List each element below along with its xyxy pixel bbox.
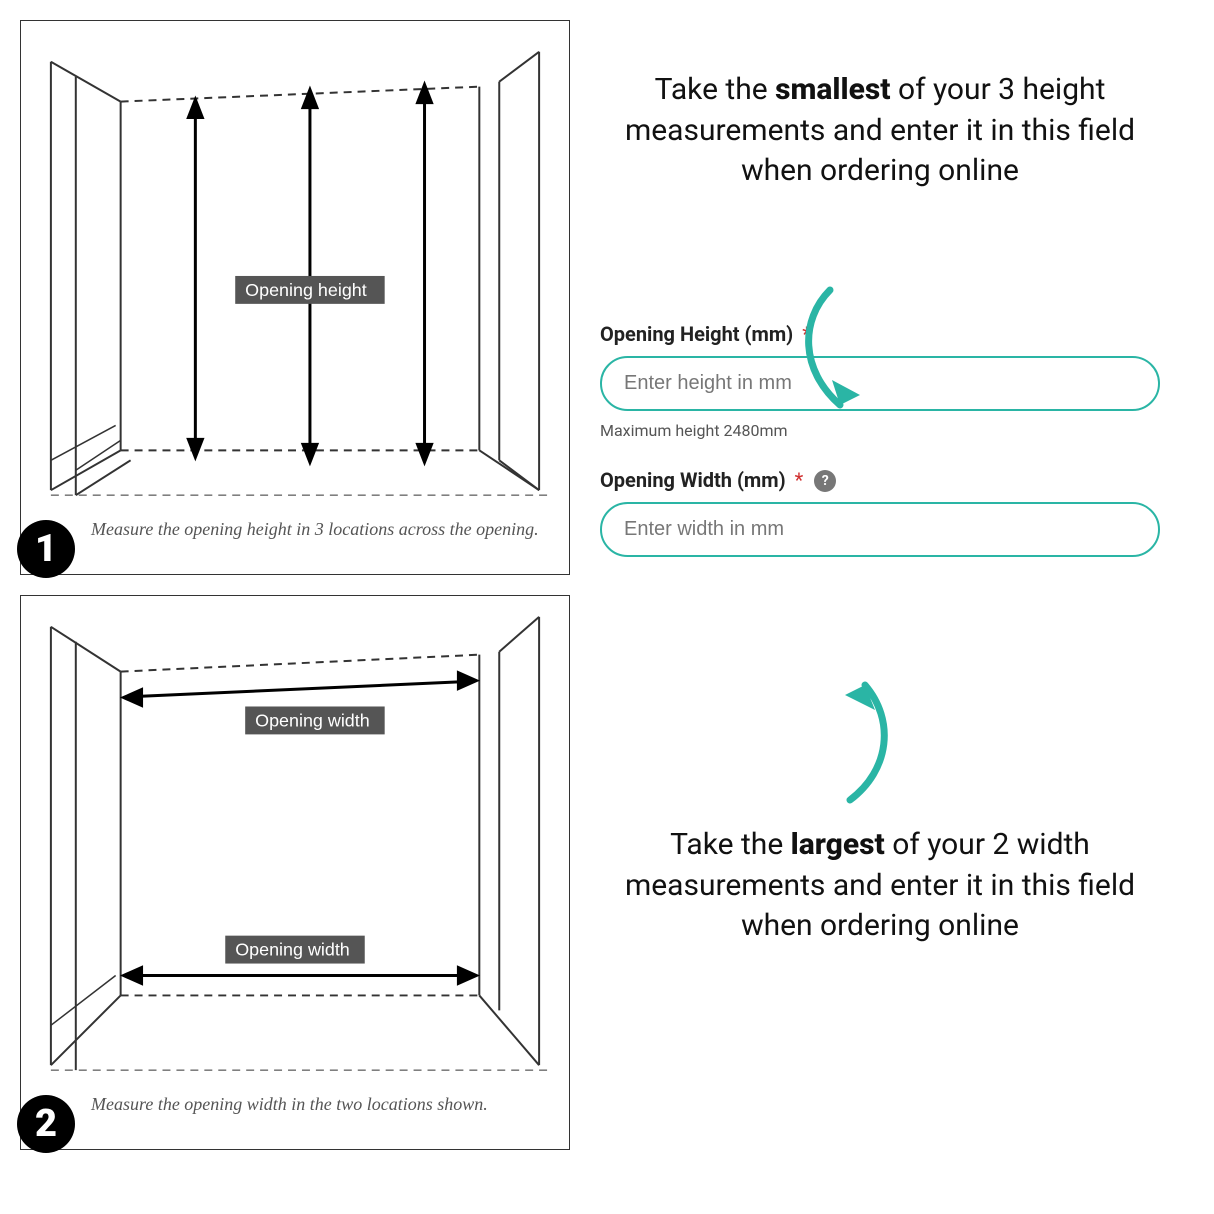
instr-bot-pre: Take the: [670, 827, 791, 862]
height-label-text: Opening Height (mm): [600, 322, 793, 346]
instruction-top: Take the smallest of your 3 height measu…: [600, 70, 1160, 192]
help-icon[interactable]: ?: [814, 470, 836, 492]
instr-top-bold: smallest: [775, 72, 890, 107]
instr-bot-bold: largest: [791, 827, 885, 862]
width-label-bottom: Opening width: [235, 940, 350, 960]
arrow-top-icon: [770, 280, 890, 430]
diagram-width-caption: Measure the opening width in the two loc…: [21, 1086, 569, 1127]
step-badge-2: 2: [17, 1095, 75, 1153]
step-badge-1: 1: [17, 520, 75, 578]
width-label-top: Opening width: [255, 710, 370, 730]
instr-top-pre: Take the: [655, 72, 776, 107]
width-label-text: Opening Width (mm): [600, 468, 786, 492]
field-width: Opening Width (mm) * ?: [600, 468, 1160, 558]
height-diagram-svg: Opening height: [21, 21, 569, 511]
instruction-bottom: Take the largest of your 2 width measure…: [600, 825, 1160, 947]
diagram-width: Opening width Opening width Measure the …: [20, 595, 570, 1150]
diagrams-column: Opening height Measure the opening heigh…: [0, 0, 580, 1214]
diagram-height-caption: Measure the opening height in 3 location…: [21, 511, 569, 552]
instructions-column: Take the smallest of your 3 height measu…: [580, 0, 1200, 1214]
arrow-bottom-icon: [810, 660, 930, 810]
width-input[interactable]: [600, 502, 1160, 557]
height-label-text: Opening height: [245, 280, 367, 300]
width-field-label: Opening Width (mm) * ?: [600, 468, 1160, 493]
width-diagram-svg: Opening width Opening width: [21, 596, 569, 1086]
diagram-height: Opening height Measure the opening heigh…: [20, 20, 570, 575]
required-marker: *: [795, 468, 804, 492]
